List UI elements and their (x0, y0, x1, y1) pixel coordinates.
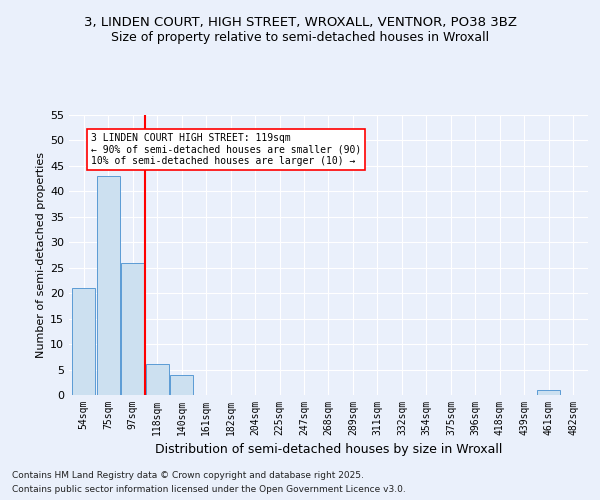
Text: Size of property relative to semi-detached houses in Wroxall: Size of property relative to semi-detach… (111, 31, 489, 44)
Text: 3, LINDEN COURT, HIGH STREET, WROXALL, VENTNOR, PO38 3BZ: 3, LINDEN COURT, HIGH STREET, WROXALL, V… (83, 16, 517, 29)
Bar (121, 262, 144, 395)
Text: 3 LINDEN COURT HIGH STREET: 119sqm
← 90% of semi-detached houses are smaller (90: 3 LINDEN COURT HIGH STREET: 119sqm ← 90%… (91, 133, 361, 166)
Bar (72, 288, 95, 395)
Text: Contains public sector information licensed under the Open Government Licence v3: Contains public sector information licen… (12, 484, 406, 494)
Bar (97, 176, 120, 395)
X-axis label: Distribution of semi-detached houses by size in Wroxall: Distribution of semi-detached houses by … (155, 444, 502, 456)
Bar (146, 364, 169, 395)
Bar (170, 374, 193, 395)
Bar (537, 390, 560, 395)
Y-axis label: Number of semi-detached properties: Number of semi-detached properties (36, 152, 46, 358)
Text: Contains HM Land Registry data © Crown copyright and database right 2025.: Contains HM Land Registry data © Crown c… (12, 472, 364, 480)
